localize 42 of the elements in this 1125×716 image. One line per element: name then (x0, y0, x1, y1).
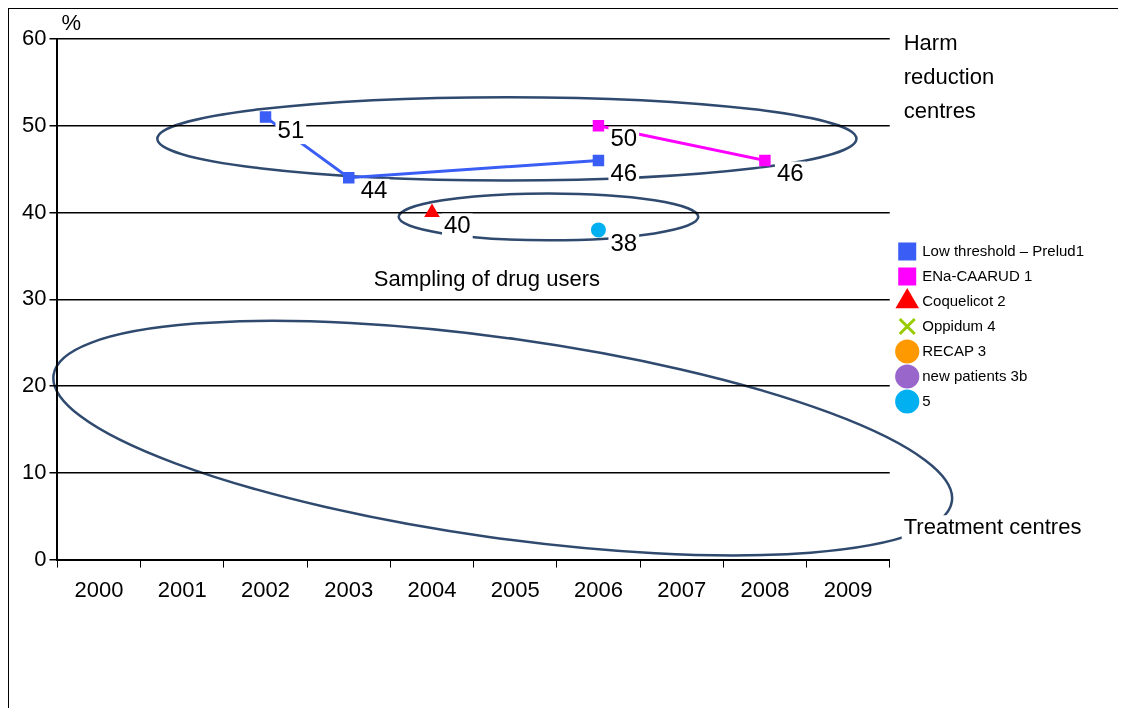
text: Treatment centres (903, 514, 1082, 540)
point (425, 205, 439, 218)
legend-label: Coquelicot 2 (922, 291, 1006, 309)
y-tick-label: 60 (21, 25, 47, 51)
x-tick-label: 2000 (74, 576, 124, 602)
legend-label: new patients 3b (922, 366, 1028, 384)
y-tick-label: 10 (21, 458, 47, 484)
y-tick-label: 40 (21, 198, 47, 224)
x-tick-label: 2007 (657, 576, 707, 602)
data-label: 46 (610, 159, 638, 187)
x-tick-label: 2004 (407, 576, 457, 602)
legend-label: RECAP 3 (922, 341, 987, 359)
x-tick-label: 2009 (823, 576, 873, 602)
x-tick-label: 2002 (241, 576, 291, 602)
point (592, 120, 605, 132)
legend-label: 5 (922, 391, 931, 409)
data-label: 44 (360, 176, 388, 204)
y-tick-label: 30 (21, 285, 47, 311)
point (343, 172, 355, 184)
point (759, 154, 771, 167)
x-tick-label: 2001 (157, 576, 207, 602)
x-tick-label: 2005 (490, 576, 540, 602)
point (590, 222, 606, 238)
y-axis-title: % (61, 10, 82, 36)
data-label: 46 (776, 159, 804, 187)
data-label: 40 (443, 211, 471, 239)
y-tick-label: 20 (21, 372, 47, 398)
y-tick-label: 0 (34, 545, 47, 571)
data-label: 38 (610, 228, 638, 256)
legend-label: Low threshold – Prelud1 (922, 241, 1085, 259)
data-label: 51 (277, 115, 305, 143)
data-label: 50 (610, 124, 638, 152)
point (259, 111, 272, 123)
text: Harm reduction centres (903, 30, 995, 124)
legend-label: Oppidum 4 (922, 316, 996, 334)
x-tick-label: 2006 (573, 576, 623, 602)
legend-label: ENa-CAARUD 1 (922, 266, 1033, 284)
annotation: Sampling of drug users (373, 265, 600, 291)
y-tick-label: 50 (21, 111, 47, 137)
x-tick-label: 2008 (740, 576, 790, 602)
x-tick-label: 2003 (324, 576, 374, 602)
point (592, 154, 605, 167)
